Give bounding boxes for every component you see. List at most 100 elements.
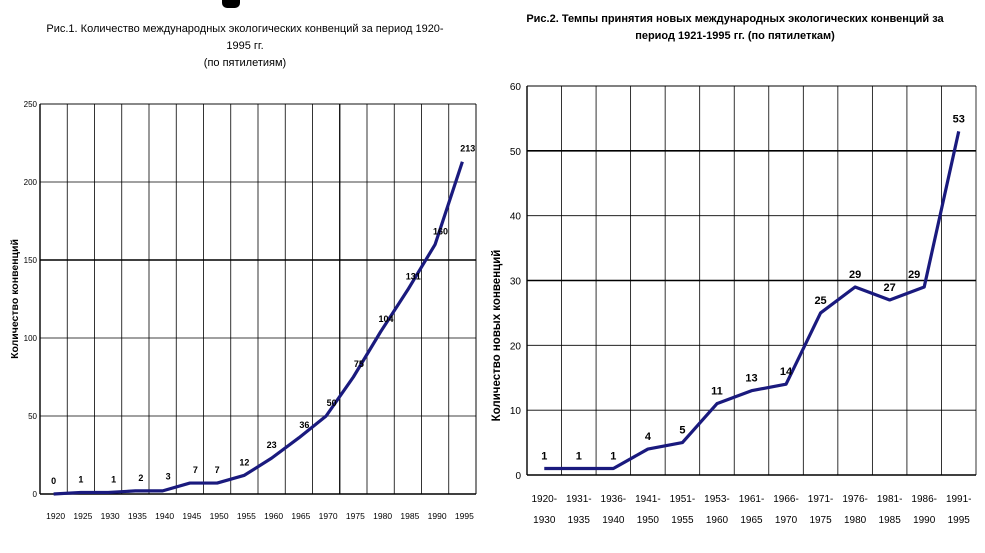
chart1-xtick-label: 1975 [346, 511, 365, 521]
chart2-xtick-label-line: 1936- [601, 494, 627, 505]
chart2-ytick-label: 10 [510, 406, 522, 417]
chart1-ytick-label: 50 [28, 412, 37, 421]
chart2-data-label: 53 [953, 113, 965, 125]
chart1-xtick-label: 1925 [73, 511, 92, 521]
chart2-xtick-label: 1981- 1985 [877, 494, 903, 526]
chart2-xtick-label: 1976- 1980 [842, 494, 868, 526]
chart1-xtick-label: 1960 [264, 511, 283, 521]
chart1-ytick-label: 150 [24, 256, 38, 265]
top-ink-mark [222, 0, 240, 8]
chart1-title-line-2: 1995 гг. [226, 40, 264, 52]
chart2-data-label: 29 [849, 269, 861, 281]
chart1-ytick-label: 0 [33, 490, 38, 499]
chart1-data-label: 7 [193, 465, 198, 475]
chart2-xtick-label-line: 1990 [913, 515, 936, 526]
chart1-xtick-label: 1920 [46, 511, 65, 521]
chart2-xtick-label: 1991- 1995 [946, 494, 972, 526]
chart1-data-label: 213 [460, 144, 475, 154]
chart2-title: Рис.2. Темпы принятия новых международны… [500, 11, 970, 45]
chart2-data-label: 1 [576, 451, 582, 463]
chart1-xtick-label: 1990 [428, 511, 447, 521]
chart2-xtick-label-line: 1965 [740, 515, 763, 526]
chart2-xtick-label-line: 1955 [671, 515, 694, 526]
chart2-xtick-label: 1931- 1935 [566, 494, 592, 526]
chart2-ytick-label: 30 [510, 277, 522, 288]
chart2-data-label: 25 [814, 295, 826, 307]
chart2-xtick-label: 1971- 1975 [808, 494, 834, 526]
chart2-xtick-label-line: 1920- [531, 494, 557, 505]
chart2-data-label: 1 [610, 451, 616, 463]
chart2-xtick-label: 1966- 1970 [773, 494, 799, 526]
chart2-xtick-label-line: 1931- [566, 494, 592, 505]
chart2-xtick-label-line: 1986- [911, 494, 937, 505]
chart2-data-label: 1 [541, 451, 547, 463]
chart2-data-label: 14 [780, 366, 793, 378]
chart2-data-label: 27 [884, 282, 896, 294]
chart1-data-label: 104 [379, 314, 394, 324]
chart2-xtick-label-line: 1951- [670, 494, 696, 505]
chart1-data-label: 75 [354, 359, 364, 369]
chart2-xtick-label-line: 1970 [775, 515, 798, 526]
chart2-xtick-label-line: 1976- [842, 494, 868, 505]
chart1-data-label: 50 [327, 398, 337, 408]
chart2-xtick-label-line: 1991- [946, 494, 972, 505]
chart2-data-label: 29 [908, 269, 920, 281]
chart2-xtick-label-line: 1940 [602, 515, 625, 526]
chart1-title-line-1: Рис.1. Количество международных экологич… [46, 23, 444, 35]
chart2-ytick-label: 60 [510, 82, 522, 93]
chart2-ytick-label: 20 [510, 341, 522, 352]
chart2-data-label: 13 [745, 373, 757, 385]
chart2-xtick-label: 1986- 1990 [911, 494, 937, 526]
chart1-xtick-label: 1940 [155, 511, 174, 521]
chart1-data-label: 131 [406, 272, 421, 282]
chart1-xtick-label: 1980 [373, 511, 392, 521]
chart1-data-label: 160 [433, 226, 448, 236]
chart1-xtick-label: 1985 [400, 511, 419, 521]
chart1-ytick-label: 250 [24, 100, 38, 109]
chart1-data-label: 1 [111, 474, 116, 484]
chart1-data-label: 7 [215, 465, 220, 475]
chart2-xtick-label: 1951- 1955 [670, 494, 696, 526]
chart1-title-line-3: (по пятилетиям) [203, 57, 287, 69]
chart2-ytick-label: 50 [510, 147, 522, 158]
chart2-xtick-label: 1936- 1940 [601, 494, 627, 526]
chart2-xtick-label-line: 1981- [877, 494, 903, 505]
chart1-data-label: 12 [239, 457, 249, 467]
chart1-y-axis-label: Количество конвенций [9, 239, 21, 359]
chart1-xtick-label: 1955 [237, 511, 256, 521]
chart1-xtick-label: 1950 [210, 511, 229, 521]
chart2-data-label: 11 [711, 386, 723, 398]
chart2-xtick-label-line: 1966- [773, 494, 799, 505]
chart1-data-label: 0 [51, 476, 56, 486]
chart2-xtick-label-line: 1935 [568, 515, 591, 526]
chart2-xtick-label: 1920- 1930 [531, 494, 557, 526]
chart2-xtick-label-line: 1950 [637, 515, 660, 526]
chart2-ytick-label: 40 [510, 212, 522, 223]
chart1-xtick-label: 1995 [455, 511, 474, 521]
chart1-data-label: 23 [267, 440, 277, 450]
chart2-ytick-label: 0 [515, 471, 521, 482]
chart2-data-label: 5 [679, 425, 685, 437]
chart2-title-line-2: период 1921-1995 гг. (по пятилеткам) [635, 30, 835, 42]
chart2-xtick-label-line: 1971- [808, 494, 834, 505]
chart2-xtick-label-line: 1995 [948, 515, 971, 526]
chart2-xtick-label: 1953- 1960 [704, 494, 730, 526]
chart1-data-label: 3 [166, 471, 171, 481]
chart2-xtick-label-line: 1941- [635, 494, 661, 505]
chart2-y-axis-label: Количество новых конвенций [491, 250, 503, 422]
chart2-xtick-label: 1961- 1965 [739, 494, 765, 526]
chart2-xtick-label-line: 1985 [879, 515, 902, 526]
chart1-xtick-label: 1945 [182, 511, 201, 521]
chart1-data-label: 2 [138, 473, 143, 483]
chart2-xtick-label-line: 1961- [739, 494, 765, 505]
chart2-title-line-1: Рис.2. Темпы принятия новых международны… [526, 13, 944, 25]
chart1-xtick-label: 1965 [291, 511, 310, 521]
chart2-xtick-label-line: 1953- [704, 494, 730, 505]
chart2-series-line [544, 131, 961, 471]
chart1-series-line [53, 161, 464, 496]
chart2-xtick-label: 1941- 1950 [635, 494, 661, 526]
chart1-data-label: 36 [299, 420, 309, 430]
chart1-ytick-label: 100 [24, 334, 38, 343]
